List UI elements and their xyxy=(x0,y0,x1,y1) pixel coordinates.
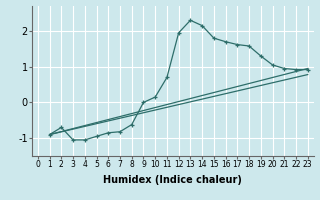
X-axis label: Humidex (Indice chaleur): Humidex (Indice chaleur) xyxy=(103,175,242,185)
